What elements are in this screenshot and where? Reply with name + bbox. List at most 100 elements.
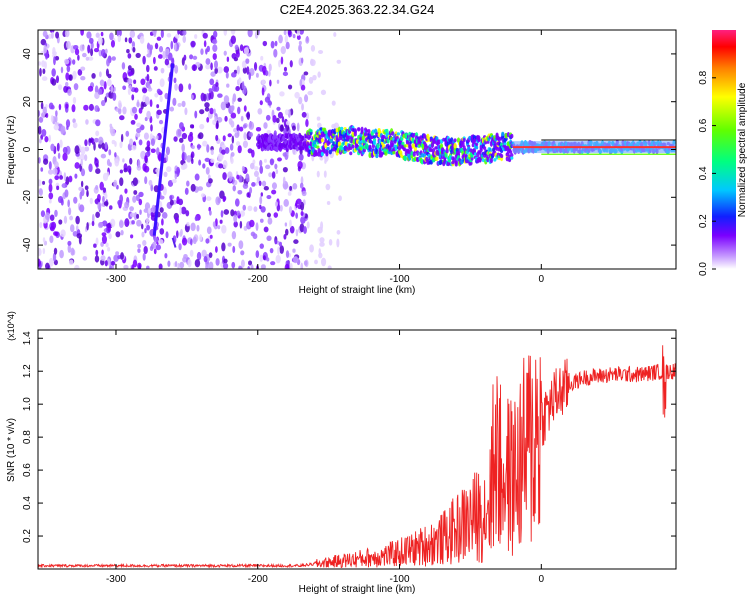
spectrogram-cell [179, 261, 185, 269]
spectrogram-cell [223, 209, 230, 215]
spectrogram-cell [158, 263, 163, 269]
spectrogram-cell [227, 133, 232, 138]
spectrogram-cell [70, 247, 75, 256]
spectrogram-cell [276, 106, 281, 111]
spectrogram-cell [124, 37, 128, 43]
spectrogram-cell [149, 44, 154, 51]
spectrogram-cell [93, 48, 100, 53]
spectrogram-cell [204, 157, 210, 163]
spectrogram-cell [141, 231, 145, 238]
spectrogram-cell [150, 138, 156, 147]
spectrogram-cell [94, 85, 99, 94]
spectrogram-cell [206, 116, 210, 123]
spectrogram-cell [153, 237, 159, 243]
spectrogram-cell [49, 235, 54, 244]
spectrogram-cell [319, 237, 325, 243]
spectrogram-cell [153, 248, 157, 255]
spectrogram-cell [327, 265, 332, 269]
spectrogram-cell [177, 262, 180, 269]
spectrogram-cell [249, 162, 255, 170]
spectrogram-cell [110, 85, 114, 93]
spectrogram-cell [48, 161, 52, 170]
spectrogram-cell [270, 261, 276, 266]
spectrogram-signal [372, 139, 377, 146]
spectrogram-cell [150, 124, 153, 132]
spectrogram-cell [83, 104, 89, 111]
spectrogram-cell [84, 185, 89, 191]
spectrogram-cell [319, 241, 325, 247]
spectrogram-cell [210, 62, 213, 71]
spectrogram-cell [95, 119, 101, 127]
spectrogram-cell [223, 66, 230, 73]
spectrogram-cell [230, 105, 235, 112]
spectrogram-cell [100, 31, 104, 37]
spectrogram-cell [38, 110, 41, 117]
spectrogram-signal [375, 153, 379, 159]
spectrogram-signal [501, 131, 505, 137]
spectrogram-cell [77, 68, 83, 76]
spectrogram-cell [150, 184, 154, 192]
spectrogram-cell [217, 66, 223, 74]
spectrogram-cell [199, 109, 205, 115]
colorbar-tick-label: 0.0 [698, 262, 709, 276]
spectrogram-cell [131, 94, 135, 101]
spectrogram-cell [84, 146, 90, 152]
spectrogram-cell [248, 260, 253, 266]
spectrogram-cell [109, 162, 112, 167]
spectrogram-cell [196, 251, 202, 261]
snr-series-line [38, 345, 676, 569]
spectrogram-cell [68, 175, 73, 183]
spectrogram-cell [49, 214, 55, 222]
spectrogram-cell [296, 30, 301, 36]
spectrogram-cell [260, 264, 266, 269]
spectrogram-cell [130, 120, 136, 125]
spectrogram-signal [343, 150, 347, 154]
spectrogram-cell [297, 166, 301, 172]
spectrogram-cell [248, 132, 254, 138]
spectrogram-cell [182, 163, 188, 170]
spectrogram-cell [61, 183, 68, 189]
spectrogram-cell [72, 70, 77, 80]
spectrogram-cell [149, 245, 154, 252]
spectrogram-cell [263, 158, 267, 163]
spectrogram-cell [204, 106, 210, 112]
spectrogram-cell [82, 52, 87, 58]
spectrogram-cell [138, 264, 142, 269]
spectrogram-cell [38, 138, 42, 144]
spectrogram-cell [283, 66, 288, 72]
spectrogram-cell [237, 106, 241, 115]
spectrogram-signal [343, 138, 347, 142]
spectrogram-cell [63, 85, 69, 93]
spectrogram-cell [279, 204, 283, 212]
spectrogram-cell [283, 118, 289, 128]
spectrogram-cell [119, 169, 124, 174]
spectrogram-cell [129, 212, 135, 218]
spectrogram-cell [158, 119, 164, 125]
spectrogram-cell [191, 64, 198, 71]
spectrogram-cell [209, 78, 215, 86]
colorbar-gradient [712, 30, 736, 269]
spectrogram-cell [43, 158, 49, 165]
spectrogram-cell [283, 233, 287, 240]
spectrogram-cell [117, 107, 122, 115]
spectrogram-cell [157, 239, 164, 245]
spectrogram-cell [144, 96, 150, 106]
spectrogram-cell [206, 45, 210, 53]
spectrogram-cell [119, 115, 125, 121]
spectrogram-cell [233, 221, 238, 228]
spectrogram-cell [120, 229, 124, 236]
spectrogram-cell [72, 59, 76, 65]
spectrogram-cell [48, 134, 52, 143]
spectrogram-cell [151, 204, 156, 214]
spectrogram-cell [281, 116, 285, 123]
spectrogram-ytick-label: 40 [22, 48, 33, 60]
spectrogram-cell [153, 66, 158, 71]
spectrogram-signal [336, 138, 340, 142]
spectrogram-cell [99, 79, 105, 87]
spectrogram-cell [176, 128, 182, 138]
spectrogram-cell [41, 60, 46, 68]
spectrogram-cell [303, 260, 308, 266]
spectrogram-cell [123, 163, 128, 171]
spectrogram-cell [271, 189, 277, 195]
spectrogram-cell [97, 221, 104, 229]
